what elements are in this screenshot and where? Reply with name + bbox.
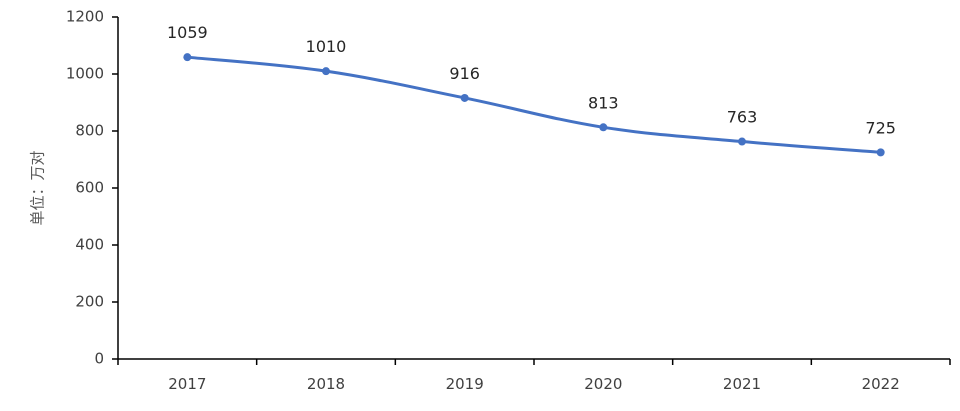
data-label: 1059 bbox=[167, 23, 208, 42]
data-label: 916 bbox=[449, 64, 480, 83]
data-point bbox=[322, 67, 330, 76]
data-label: 1010 bbox=[306, 37, 347, 56]
data-labels: 1059 1010 916 813 763 725 bbox=[167, 23, 896, 137]
y-tick-label: 200 bbox=[75, 293, 104, 311]
x-tick-label: 2022 bbox=[862, 375, 900, 393]
x-ticks: 2017 2018 2019 2020 2021 2022 bbox=[117, 359, 951, 393]
x-tick-label: 2017 bbox=[168, 375, 206, 393]
data-label: 813 bbox=[588, 93, 619, 112]
data-point bbox=[599, 123, 608, 132]
data-point bbox=[738, 137, 746, 146]
y-tick-label: 1000 bbox=[66, 65, 104, 83]
y-tick-label: 600 bbox=[75, 179, 104, 197]
data-point bbox=[460, 93, 469, 102]
y-tick-label: 1200 bbox=[66, 8, 104, 26]
data-label: 763 bbox=[727, 108, 758, 127]
x-tick-label: 2019 bbox=[446, 375, 484, 393]
x-tick-label: 2021 bbox=[723, 375, 761, 393]
y-axis: 0 200 400 600 800 1000 1200 bbox=[66, 8, 119, 368]
data-point bbox=[876, 148, 885, 157]
x-tick-label: 2020 bbox=[584, 375, 622, 393]
y-ticks: 0 200 400 600 800 1000 1200 bbox=[66, 8, 118, 368]
y-tick-label: 400 bbox=[75, 236, 104, 254]
y-axis-title: 单位：万对 bbox=[29, 150, 47, 225]
y-tick-label: 800 bbox=[75, 122, 104, 140]
series-line bbox=[185, 55, 883, 154]
x-axis: 2017 2018 2019 2020 2021 2022 bbox=[117, 358, 951, 393]
y-tick-label: 0 bbox=[94, 350, 104, 368]
data-label: 725 bbox=[865, 118, 896, 137]
series-layer bbox=[183, 53, 885, 157]
x-tick-label: 2018 bbox=[307, 375, 345, 393]
data-point bbox=[183, 53, 192, 62]
